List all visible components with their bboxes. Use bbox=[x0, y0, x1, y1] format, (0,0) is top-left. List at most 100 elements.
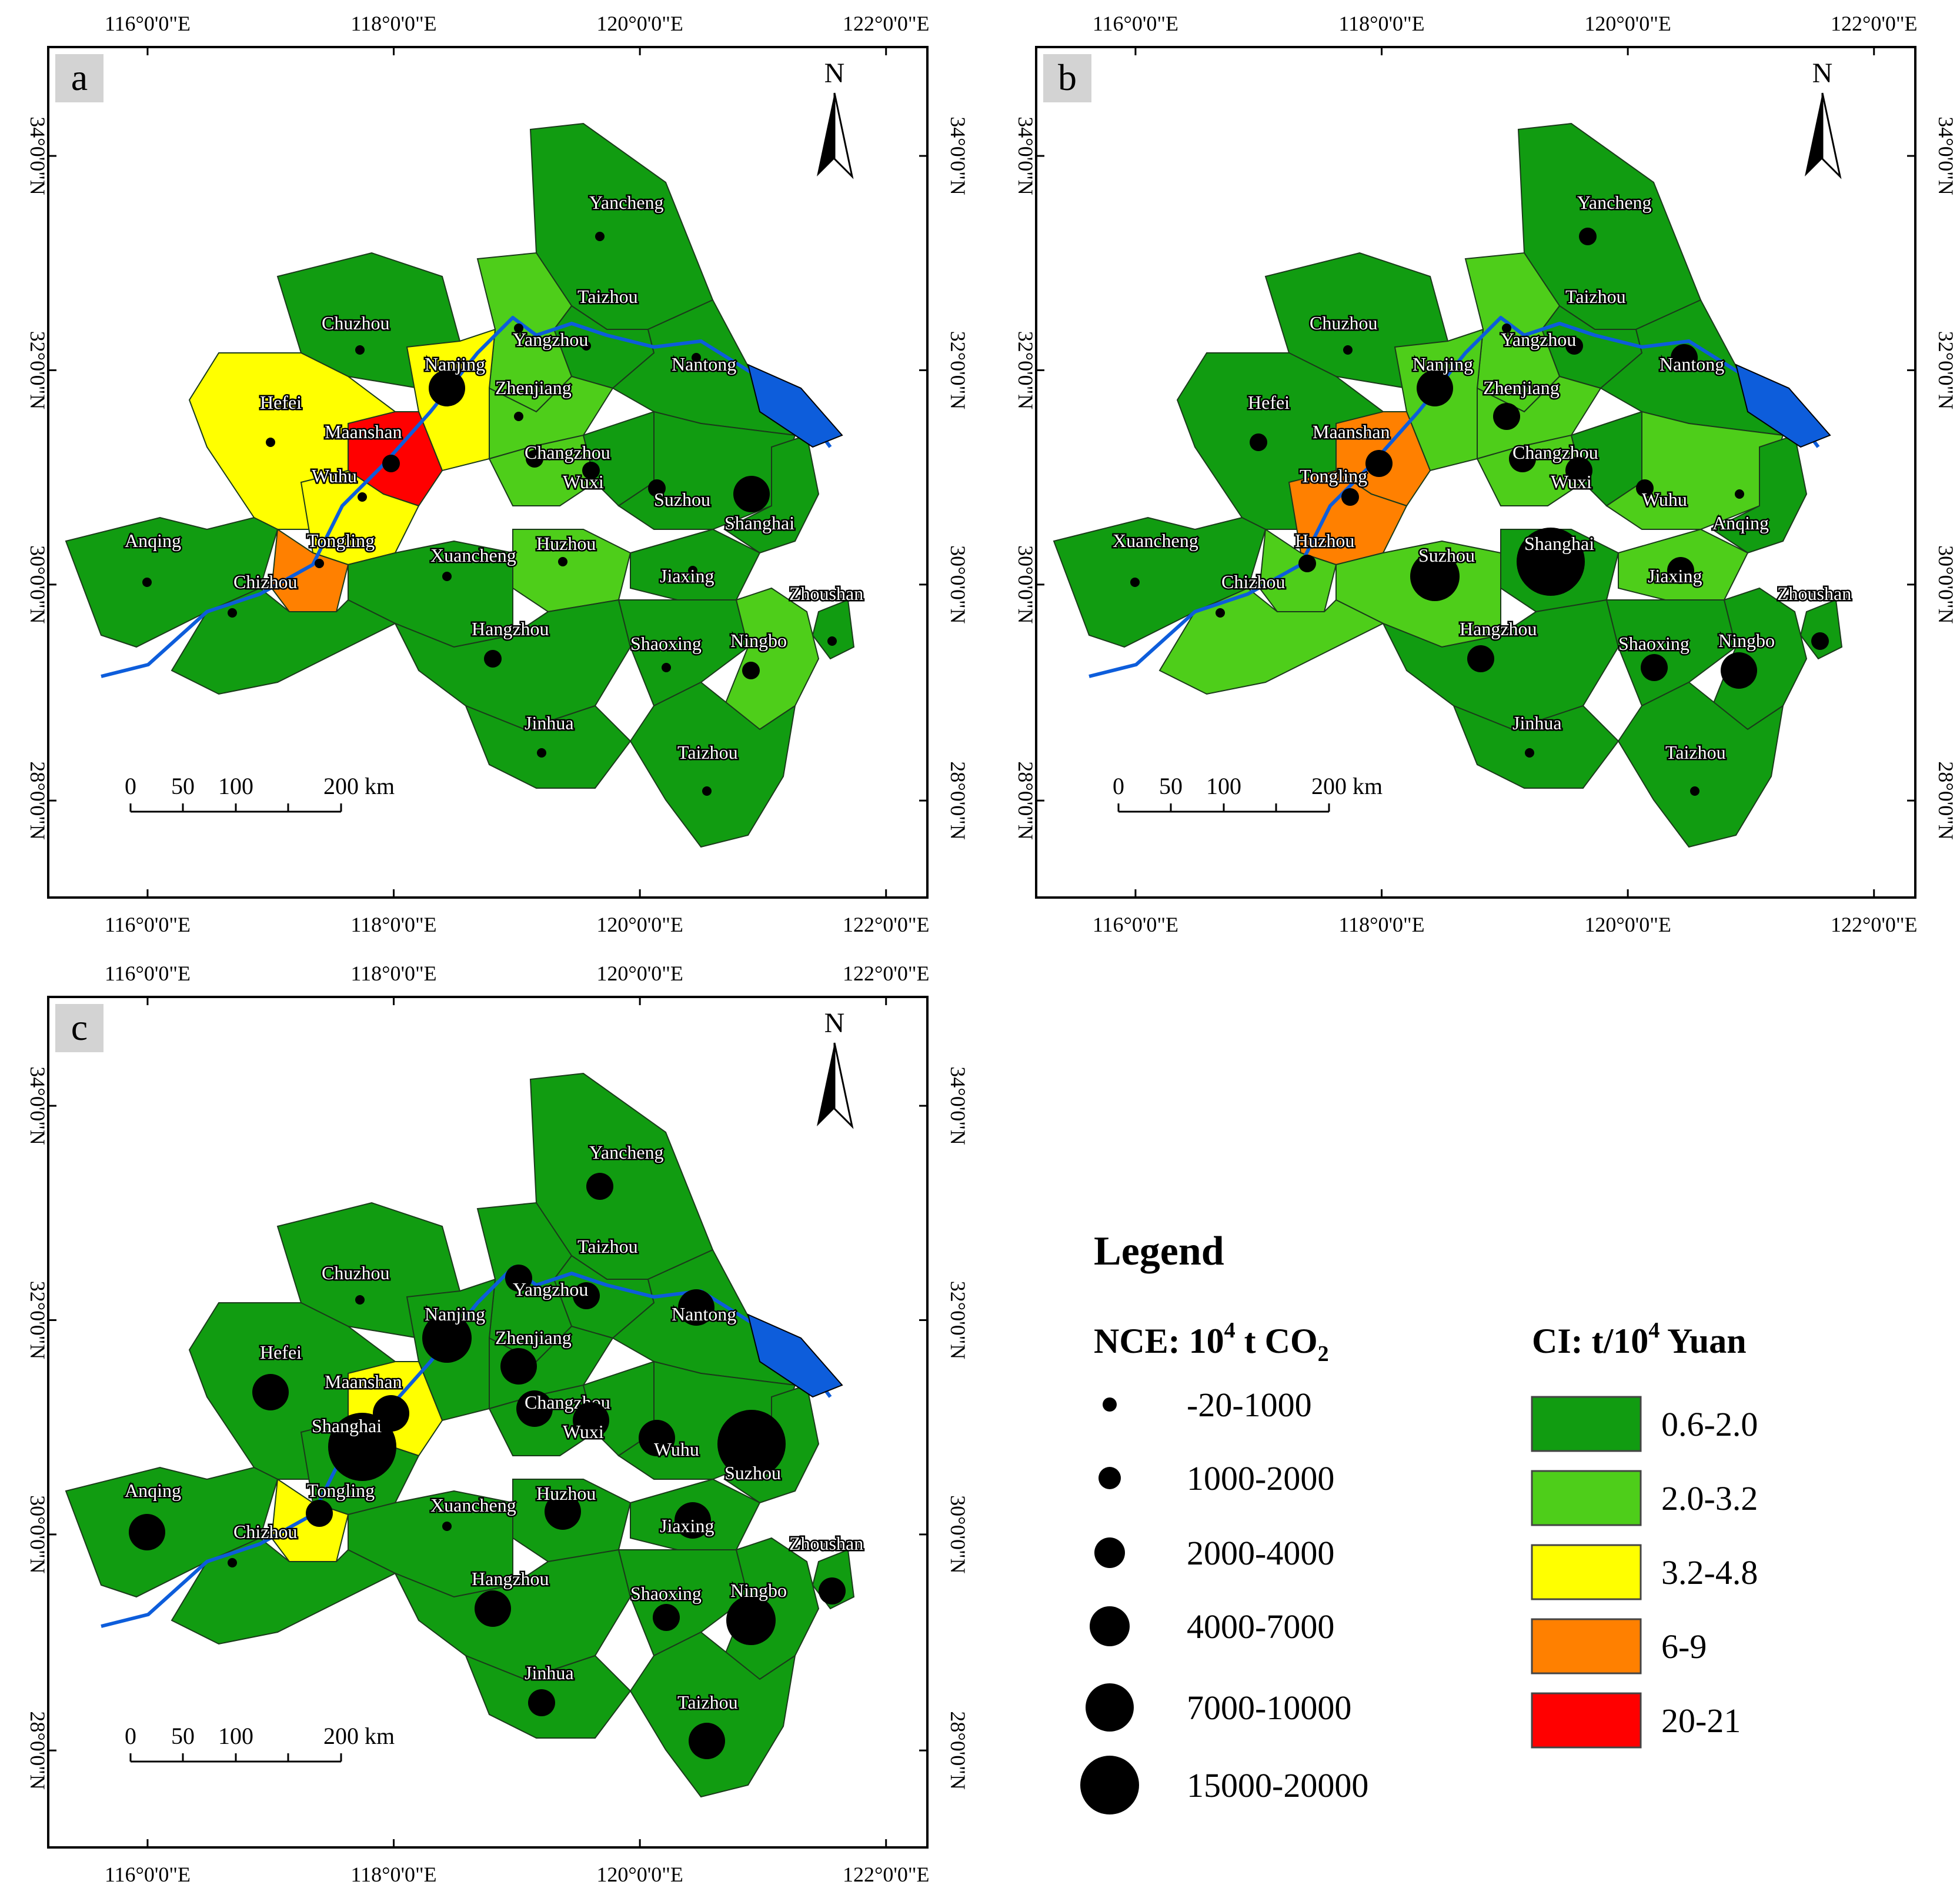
nce-dot-yangzhou[interactable] bbox=[1502, 323, 1511, 333]
nce-dot-yangzhou[interactable] bbox=[514, 323, 523, 333]
nce-dot-changzhou[interactable] bbox=[526, 450, 543, 468]
nce-dot-chuzhou[interactable] bbox=[355, 345, 365, 355]
nce-dot-hefei[interactable] bbox=[266, 438, 275, 447]
nce-dot-yancheng[interactable] bbox=[595, 232, 605, 241]
nce-dot-yancheng[interactable] bbox=[1579, 228, 1597, 245]
legend-nce-dot bbox=[1094, 1537, 1125, 1568]
nce-dot-taizhou[interactable] bbox=[573, 1282, 600, 1309]
nce-dot-hangzhou[interactable] bbox=[475, 1590, 511, 1627]
nce-dot-wuxi[interactable] bbox=[573, 1402, 609, 1439]
nce-dot-tongling[interactable] bbox=[306, 1500, 333, 1527]
nce-dot-anqing[interactable] bbox=[129, 1514, 165, 1550]
nce-heading-unit: t CO bbox=[1236, 1322, 1318, 1360]
nce-dot-shaoxing[interactable] bbox=[662, 663, 671, 672]
nce-dot-tongling[interactable] bbox=[315, 559, 324, 568]
nce-heading-text: NCE: 10 bbox=[1094, 1322, 1224, 1360]
nce-dot-nanjing[interactable] bbox=[1417, 370, 1453, 406]
lat-label-left: 30°0'0"N bbox=[26, 1495, 49, 1574]
nce-dot-nanjing[interactable] bbox=[429, 370, 465, 406]
nce-dot-wuhu[interactable] bbox=[639, 1420, 675, 1456]
nce-dot-jiaxing[interactable] bbox=[688, 566, 697, 575]
nce-dot-shaoxing[interactable] bbox=[1641, 654, 1668, 681]
nce-dot-wuxi[interactable] bbox=[1565, 457, 1592, 484]
nce-dot-zhenjiang[interactable] bbox=[500, 1348, 537, 1385]
nce-dot-huzhou[interactable] bbox=[1298, 555, 1316, 572]
nce-dot-anqing[interactable] bbox=[1735, 489, 1744, 499]
nce-dot-huzhou[interactable] bbox=[545, 1493, 581, 1530]
nce-dot-shanghai[interactable] bbox=[1517, 528, 1585, 596]
nce-dot-maanshan[interactable] bbox=[1365, 450, 1393, 477]
city-label: Shanghai bbox=[1524, 533, 1594, 554]
nce-dot-maanshan[interactable] bbox=[382, 455, 400, 472]
lon-label-bottom: 120°0'0"E bbox=[596, 913, 683, 936]
nce-dot-xuancheng[interactable] bbox=[442, 1522, 452, 1531]
city-region-jinhua[interactable] bbox=[1453, 705, 1620, 789]
nce-dot-jinhua[interactable] bbox=[537, 748, 546, 758]
nce-dot-yancheng[interactable] bbox=[586, 1173, 613, 1200]
nce-dot-taizhou[interactable] bbox=[1565, 337, 1583, 355]
nce-dot-jinhua[interactable] bbox=[528, 1689, 555, 1716]
nce-heading: NCE: 104 t CO2 bbox=[1094, 1318, 1329, 1366]
nce-dot-wuhu[interactable] bbox=[1636, 479, 1654, 497]
nce-dot-hangzhou[interactable] bbox=[1467, 645, 1494, 672]
nce-dot-jiaxing[interactable] bbox=[1667, 557, 1694, 584]
nce-dot-chizhou[interactable] bbox=[1216, 608, 1225, 618]
nce-dot-chizhou[interactable] bbox=[228, 608, 237, 618]
nce-dot-anqing[interactable] bbox=[142, 578, 152, 587]
nce-dot-hangzhou[interactable] bbox=[484, 650, 502, 668]
nce-dot-shanghai[interactable] bbox=[328, 1413, 396, 1481]
nce-dot-taizhou[interactable] bbox=[582, 341, 591, 351]
nce-dot-nanjing[interactable] bbox=[422, 1313, 472, 1363]
nce-dot-jiaxing[interactable] bbox=[675, 1502, 711, 1539]
nce-dot-chuzhou[interactable] bbox=[1343, 345, 1353, 355]
nce-dot-suzhou[interactable] bbox=[1410, 552, 1460, 601]
nce-dot-xuancheng[interactable] bbox=[442, 572, 452, 581]
nce-dot-shanghai[interactable] bbox=[733, 476, 770, 512]
city-label: Shaoxing bbox=[630, 633, 702, 654]
nce-dot-wuxi[interactable] bbox=[582, 462, 600, 479]
nce-dot-zhoushan[interactable] bbox=[827, 636, 837, 646]
nce-dot-ningbo[interactable] bbox=[742, 662, 760, 679]
nce-dot-xuancheng[interactable] bbox=[1130, 578, 1140, 587]
nce-dot-yangzhou[interactable] bbox=[505, 1265, 532, 1292]
city-region-zhoushan[interactable] bbox=[1799, 599, 1843, 660]
nce-dot-nantong[interactable] bbox=[1671, 344, 1698, 371]
nce-dot-zhenjiang[interactable] bbox=[514, 412, 523, 421]
panel-letter: c bbox=[71, 1006, 88, 1048]
city-region-jinhua[interactable] bbox=[465, 705, 632, 789]
lon-label-top: 118°0'0"E bbox=[350, 12, 436, 35]
city-region-taizhou[interactable] bbox=[629, 681, 796, 848]
nce-dot-taizhou[interactable] bbox=[689, 1723, 725, 1759]
city-region-zhoushan[interactable] bbox=[812, 599, 855, 660]
nce-dot-ningbo[interactable] bbox=[726, 1596, 776, 1645]
nce-dot-nantong[interactable] bbox=[692, 353, 701, 362]
nce-dot-chuzhou[interactable] bbox=[355, 1295, 365, 1305]
nce-dot-huzhou[interactable] bbox=[558, 557, 567, 566]
nce-dot-hefei[interactable] bbox=[1250, 433, 1267, 451]
city-region-shaoxing[interactable] bbox=[1605, 599, 1737, 707]
nce-dot-ningbo[interactable] bbox=[1721, 652, 1757, 689]
nce-dot-taizhou[interactable] bbox=[1690, 786, 1699, 796]
city-label: Yangzhou bbox=[513, 1279, 588, 1300]
nce-dot-jinhua[interactable] bbox=[1525, 748, 1534, 758]
city-region-taizhou[interactable] bbox=[629, 1631, 796, 1798]
nce-dot-suzhou[interactable] bbox=[648, 479, 666, 497]
nce-dot-taizhou[interactable] bbox=[702, 786, 712, 796]
nce-dot-chizhou[interactable] bbox=[228, 1558, 237, 1567]
nce-dot-changzhou[interactable] bbox=[1509, 445, 1536, 472]
city-region-shaoxing[interactable] bbox=[617, 599, 749, 707]
city-region-taizhou[interactable] bbox=[1617, 681, 1784, 848]
nce-dot-changzhou[interactable] bbox=[516, 1390, 553, 1427]
nce-dot-hefei[interactable] bbox=[252, 1374, 289, 1410]
legend-ci-swatch bbox=[1531, 1544, 1642, 1600]
nce-dot-nantong[interactable] bbox=[678, 1289, 714, 1326]
nce-dot-shaoxing[interactable] bbox=[653, 1604, 680, 1631]
nce-dot-zhenjiang[interactable] bbox=[1493, 403, 1520, 430]
nce-dot-tongling[interactable] bbox=[1341, 488, 1359, 506]
lat-label-left: 30°0'0"N bbox=[1014, 545, 1037, 624]
nce-dot-zhoushan[interactable] bbox=[1811, 632, 1829, 650]
nce-dot-zhoushan[interactable] bbox=[819, 1577, 846, 1605]
nce-dot-wuhu[interactable] bbox=[358, 492, 367, 502]
city-region-shaoxing[interactable] bbox=[617, 1549, 749, 1657]
nce-dot-suzhou[interactable] bbox=[717, 1410, 786, 1478]
